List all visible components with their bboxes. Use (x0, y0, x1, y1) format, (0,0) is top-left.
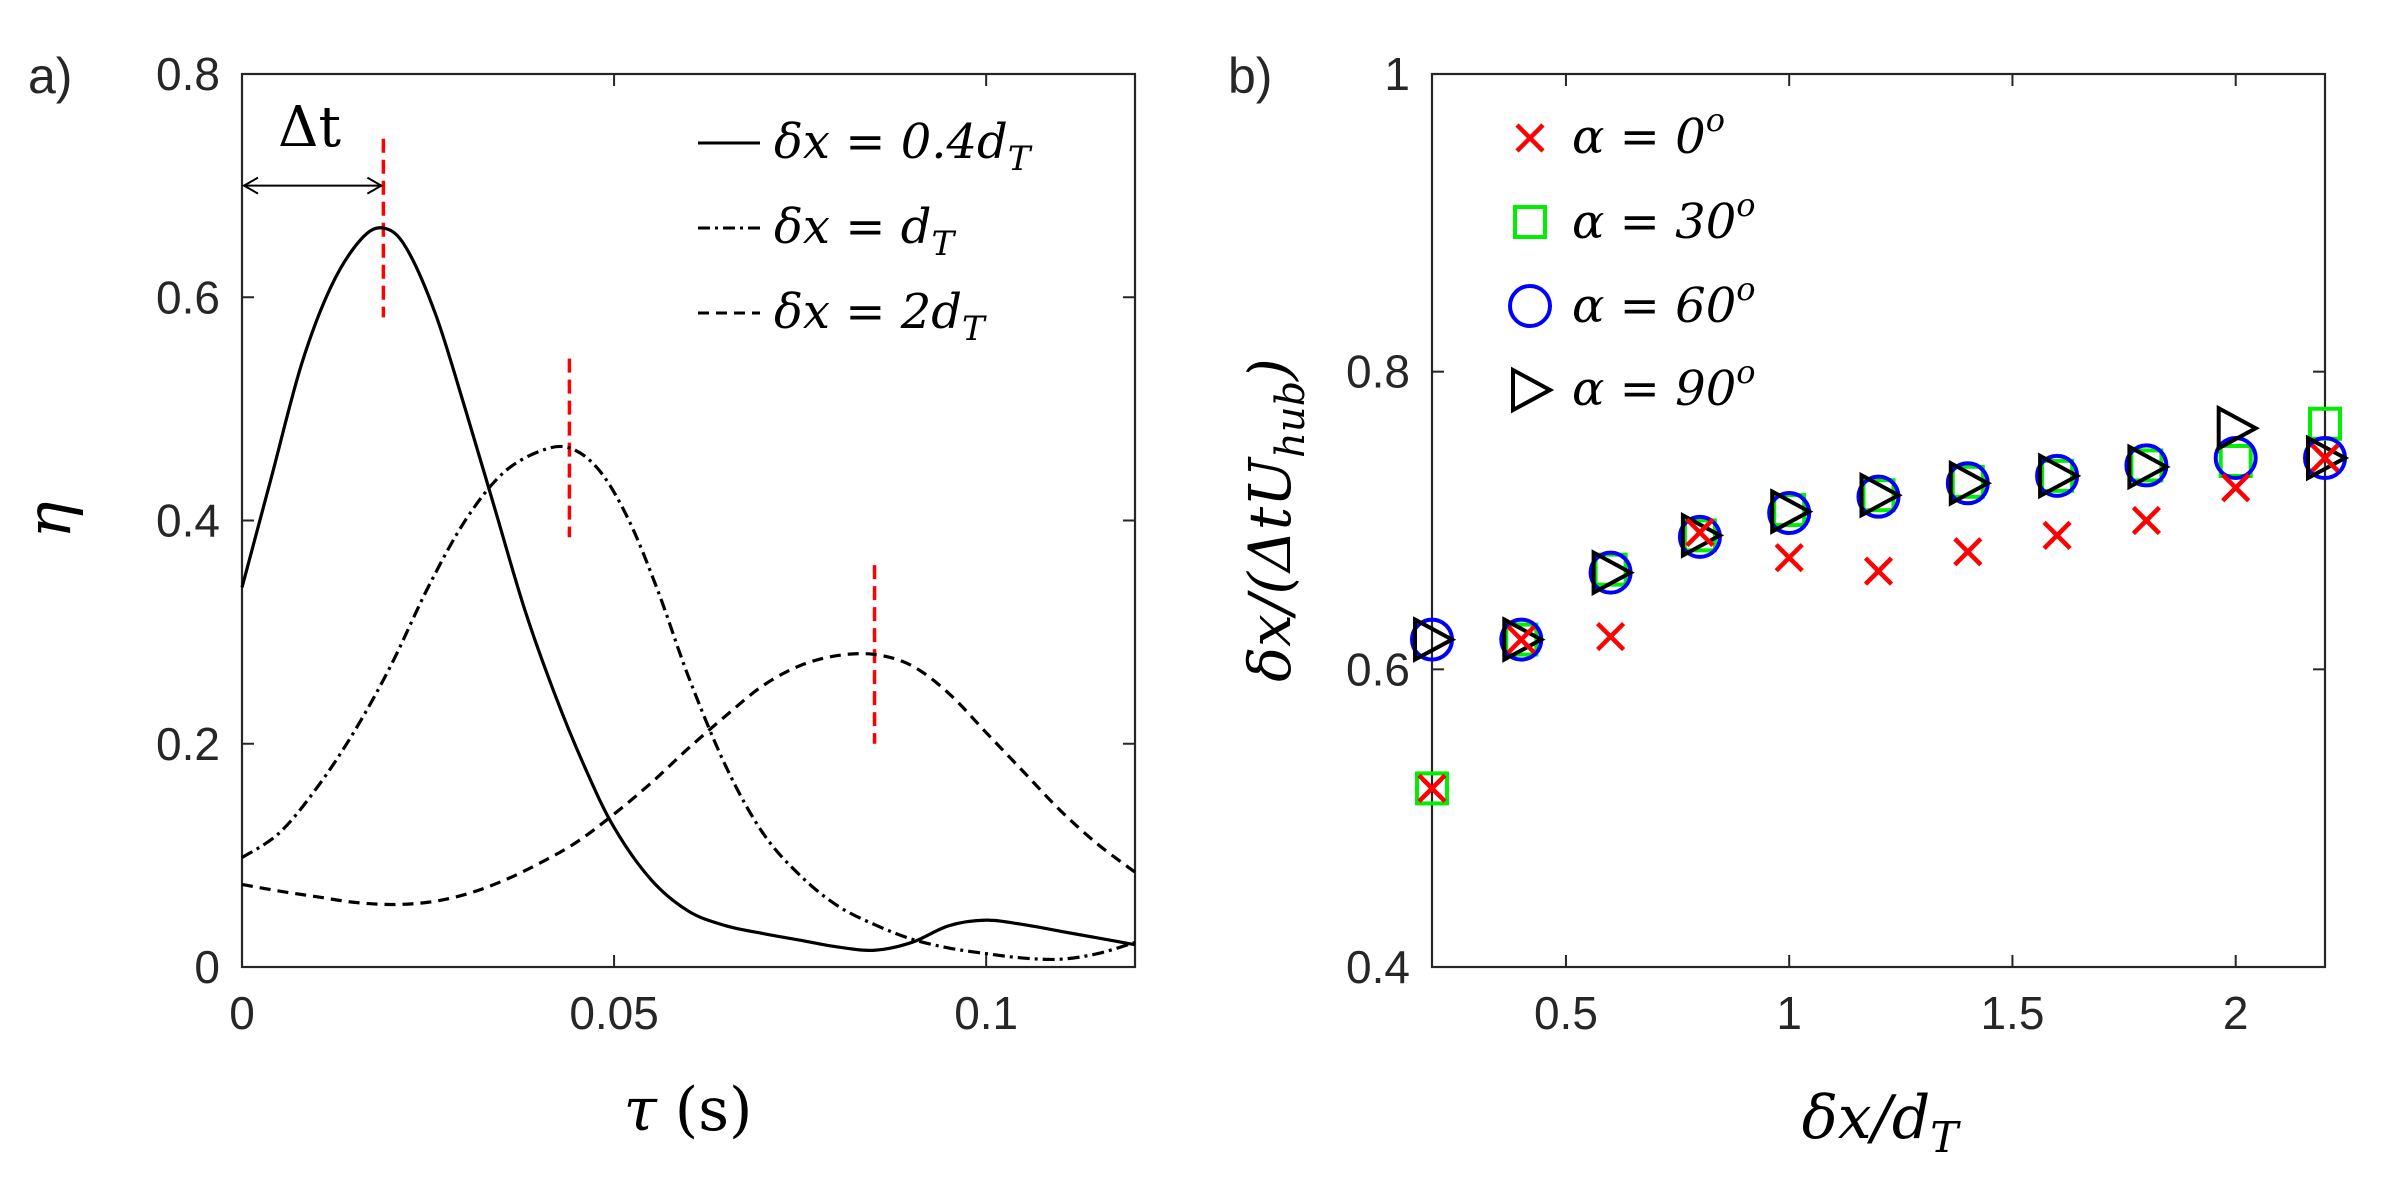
a-ytick-label: 0 (194, 941, 220, 993)
legend-label-1: δx = dT (774, 199, 956, 264)
point-x (1417, 773, 1447, 803)
point-triangle-right (2127, 443, 2171, 491)
point-square (1415, 771, 1449, 806)
legend-b-label-2: α = 60o (1572, 270, 1756, 334)
point-x (2042, 520, 2072, 550)
legend-b-label-0: α = 0o (1572, 101, 1725, 165)
delta-t-arrowhead-right (366, 176, 384, 195)
point-triangle-right (1413, 616, 1457, 663)
point-x (1953, 537, 1983, 567)
legend-label-0: δx = 0.4dT (774, 114, 1033, 179)
a-xtick-label: 0.05 (569, 987, 659, 1039)
b-ytick-label: 0.6 (1346, 643, 1410, 695)
legend-marker-circle (1508, 284, 1552, 328)
panel-a-legend: δx = 0.4dT δx = dT δx = 2dT (698, 114, 1033, 349)
point-square (2218, 443, 2253, 478)
legend-marker-triangle-right (1511, 366, 1555, 414)
panel-a-x-label: τ (s) (624, 1075, 753, 1145)
series-line-dashdot (241, 444, 1136, 962)
delta-t-arrowhead-left (241, 176, 259, 195)
panel-b-axes-box (1430, 72, 2327, 969)
panel-a-ticks: 0 0.05 0.1 0 0.2 0.4 0.6 0.8 (156, 48, 1135, 1039)
b-ytick-label: 0.8 (1346, 346, 1410, 398)
series-line-dashed (241, 651, 1136, 907)
a-xtick-label: 0 (229, 987, 255, 1039)
b-xtick-label: 2 (2223, 987, 2249, 1039)
panel-a-axes-box (240, 72, 1137, 969)
point-x (1774, 543, 1804, 573)
delta-t-annotation: Δt (241, 95, 384, 195)
series-line-solid (240, 226, 1136, 952)
legend-b-label-1: α = 30o (1572, 186, 1756, 250)
panel-a-series (240, 226, 1136, 962)
point-x (1596, 621, 1626, 652)
point-triangle-right (1948, 459, 1993, 507)
legend-label-2: δx = 2dT (774, 284, 987, 349)
point-x (2131, 505, 2161, 536)
delta-t-label: Δt (278, 95, 341, 160)
point-x (2310, 443, 2340, 473)
point-x (1685, 517, 1715, 547)
point-triangle-right (1502, 616, 1546, 663)
point-triangle-right (2038, 452, 2082, 500)
legend-marker-x (1515, 123, 1545, 153)
panel-a-y-label: η (12, 501, 85, 538)
panel-b-legend: α = 0o α = 30o α = 60o α = 90o (1572, 101, 1756, 417)
b-xtick-label: 1.5 (1980, 987, 2044, 1039)
point-triangle-right (2306, 434, 2350, 482)
a-ytick-label: 0.6 (156, 271, 220, 323)
b-ytick-label: 1 (1384, 48, 1410, 100)
a-xtick-label: 0.1 (954, 987, 1018, 1039)
point-x (2221, 473, 2251, 503)
panel-b-ticks: 0.5 1 1.5 2 0.4 0.6 0.8 1 (1346, 48, 2325, 1039)
b-ytick-label: 0.4 (1346, 941, 1410, 993)
a-ytick-label: 0.8 (156, 48, 220, 100)
point-triangle-right (1859, 471, 1903, 519)
legend-b-label-3: α = 90o (1572, 353, 1756, 417)
panel-a: a) 0 0.05 0.1 0 0.2 0.4 0.6 0.8 Δt δx = 0.4dT δ… (12, 48, 1137, 1145)
point-triangle-right (1591, 549, 1635, 596)
panel-b: b) 0.5 1 1.5 2 0.4 0.6 0.8 1 α = 0o α = 30o α =… (1228, 48, 2350, 1162)
panel-b-legend-markers (1508, 123, 1555, 414)
a-ytick-label: 0.2 (156, 718, 220, 770)
panel-b-series (1410, 404, 2350, 806)
a-ytick-label: 0.4 (156, 495, 220, 547)
b-xtick-label: 0.5 (1534, 987, 1598, 1039)
b-xtick-label: 1 (1776, 987, 1802, 1039)
panel-b-x-label: δx/dT (1802, 1083, 1962, 1162)
panel-b-label: b) (1228, 48, 1272, 104)
panel-b-y-label: δx/(ΔtUhub) (1236, 358, 1314, 682)
panel-a-label: a) (28, 48, 72, 104)
legend-marker-square (1513, 205, 1547, 239)
point-triangle-right (1680, 512, 1725, 559)
point-x (1506, 624, 1536, 655)
point-triangle-right (2216, 404, 2260, 452)
point-triangle-right (1770, 488, 1814, 535)
point-x (1863, 556, 1894, 586)
